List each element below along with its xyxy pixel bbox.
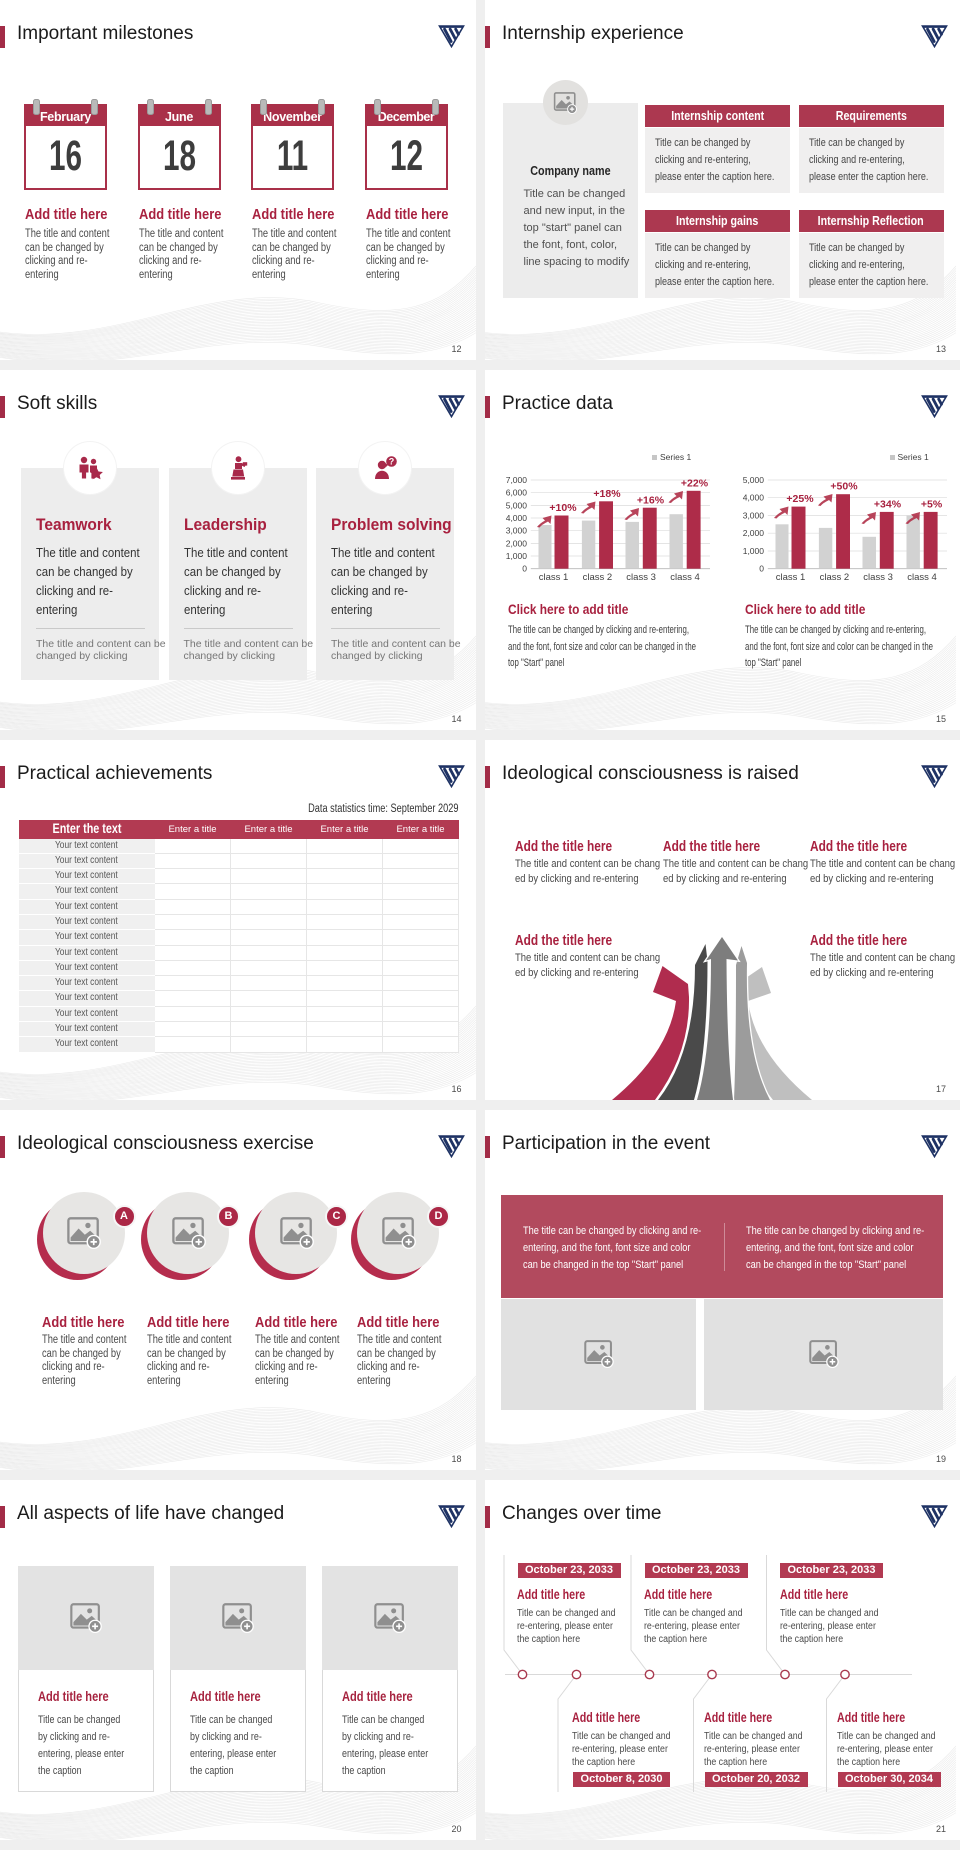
svg-text:+10%: +10% (549, 502, 577, 514)
svg-text:2,000: 2,000 (743, 528, 765, 538)
svg-text:1,000: 1,000 (743, 546, 765, 556)
svg-text:class 3: class 3 (863, 572, 893, 582)
svg-text:0: 0 (522, 564, 527, 574)
svg-text:class 2: class 2 (582, 572, 612, 582)
svg-text:+34%: +34% (874, 499, 902, 511)
svg-text:class 1: class 1 (538, 572, 568, 582)
svg-text:1,000: 1,000 (505, 551, 527, 561)
svg-text:3,000: 3,000 (505, 526, 527, 536)
svg-text:class 1: class 1 (776, 572, 806, 582)
svg-text:+25%: +25% (786, 493, 814, 505)
svg-text:class 4: class 4 (907, 572, 937, 582)
svg-text:7,000: 7,000 (505, 475, 527, 485)
svg-text:class 2: class 2 (820, 572, 850, 582)
svg-text:+16%: +16% (636, 495, 664, 507)
svg-text:?: ? (388, 457, 394, 467)
svg-text:5,000: 5,000 (505, 500, 527, 510)
svg-text:4,000: 4,000 (743, 493, 765, 503)
svg-text:2,000: 2,000 (505, 538, 527, 548)
svg-text:4,000: 4,000 (505, 513, 527, 523)
svg-text:+50%: +50% (830, 481, 858, 493)
svg-text:+22%: +22% (680, 478, 708, 490)
svg-text:class 4: class 4 (670, 572, 700, 582)
svg-text:6,000: 6,000 (505, 488, 527, 498)
svg-text:+18%: +18% (593, 488, 621, 500)
svg-text:0: 0 (759, 564, 764, 574)
svg-text:+5%: +5% (921, 499, 943, 511)
svg-text:3,000: 3,000 (743, 511, 765, 521)
svg-text:class 3: class 3 (626, 572, 656, 582)
svg-text:5,000: 5,000 (743, 475, 765, 485)
